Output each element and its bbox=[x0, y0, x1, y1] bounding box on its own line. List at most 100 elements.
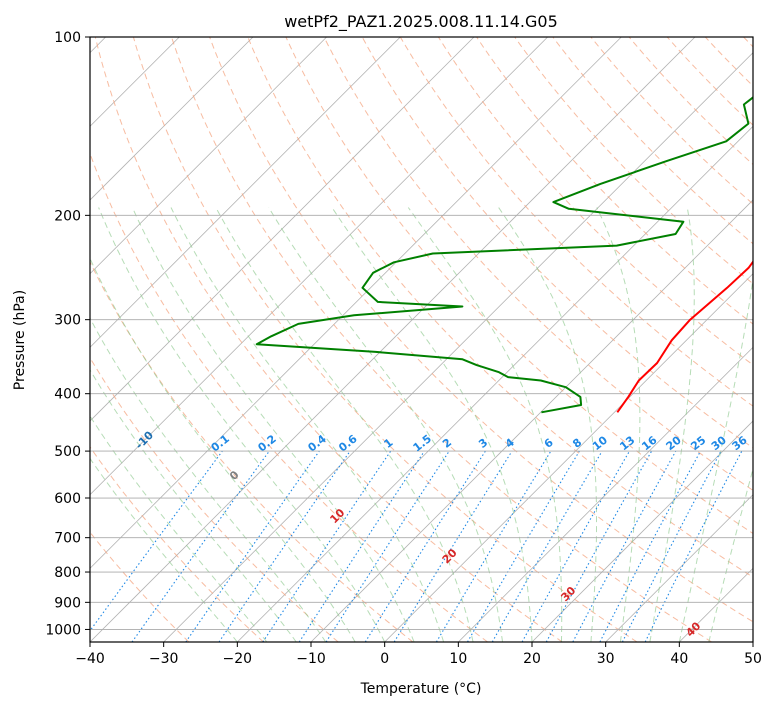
y-tick-label: 200 bbox=[54, 208, 81, 224]
dry-adiabat-line bbox=[90, 152, 488, 642]
moist-adiabat-line bbox=[90, 457, 238, 642]
moist-adiabat-line bbox=[90, 369, 297, 642]
y-axis: 100 200 300 400 500 600 700 800 900 1000 bbox=[45, 30, 90, 638]
dry-adiabat-label: 10 bbox=[327, 506, 347, 526]
moist-adiabat-line bbox=[649, 207, 695, 642]
moist-adiabat-line bbox=[596, 207, 641, 642]
dry-adiabat-line bbox=[666, 37, 753, 126]
y-tick-label: 500 bbox=[54, 444, 81, 460]
mixing-ratio-label: 16 bbox=[639, 433, 659, 453]
y-tick-label: 900 bbox=[54, 595, 81, 611]
dry-adiabat-line bbox=[94, 37, 563, 642]
y-axis-label: Pressure (hPa) bbox=[12, 290, 28, 390]
moist-adiabat-line bbox=[498, 207, 597, 642]
mixing-ratio-label: 8 bbox=[570, 436, 584, 451]
dry-adiabat-line bbox=[361, 37, 753, 449]
mixing-ratio-line bbox=[131, 450, 270, 642]
mixing-ratio-line bbox=[393, 450, 513, 642]
mixing-ratio-label: 10 bbox=[590, 433, 610, 453]
isotherm-line bbox=[679, 567, 753, 642]
dry-adiabat-line bbox=[399, 37, 753, 407]
y-tick-label: 400 bbox=[54, 387, 81, 403]
isotherm-line bbox=[90, 37, 622, 569]
mixing-ratio-line bbox=[218, 450, 351, 642]
mixing-ratio-label: 20 bbox=[664, 433, 684, 453]
mixing-ratio-line bbox=[545, 450, 653, 642]
dry-adiabat-line bbox=[132, 37, 638, 642]
x-tick-label: −30 bbox=[149, 651, 179, 667]
background-lines bbox=[90, 37, 753, 642]
mixing-ratio-line bbox=[298, 450, 425, 642]
isotherm-line bbox=[458, 346, 753, 642]
isotherm-line bbox=[237, 125, 753, 642]
isotherm-line bbox=[90, 37, 327, 275]
line-labels: 0.1 0.2 0.4 0.6 1 1.5 2 3 4 6 8 10 13 16 20 25 30 36-1001… bbox=[133, 428, 750, 639]
x-tick-label: 50 bbox=[744, 651, 762, 667]
dry-adiabat-line bbox=[743, 37, 753, 48]
moist-adiabat-line bbox=[98, 207, 386, 642]
temperature-profile bbox=[616, 260, 753, 413]
dewpoint-profile bbox=[255, 96, 753, 414]
x-tick-label: −20 bbox=[223, 651, 253, 667]
plot-frame bbox=[89, 36, 754, 643]
series-layer bbox=[255, 96, 753, 414]
moist-adiabat-line bbox=[131, 207, 415, 642]
dry-adiabat-line bbox=[704, 37, 753, 87]
dry-adiabat-line bbox=[628, 37, 753, 166]
dry-adiabat-line bbox=[90, 260, 414, 642]
mixing-ratio-label: 13 bbox=[617, 434, 637, 454]
mixing-ratio-label: 36 bbox=[730, 433, 750, 453]
dry-adiabat-line bbox=[247, 37, 753, 578]
mixing-ratio-line bbox=[599, 450, 701, 642]
isotherm-line bbox=[531, 420, 753, 642]
mixing-ratio-line bbox=[467, 450, 580, 642]
x-tick-label: 40 bbox=[670, 651, 688, 667]
mixing-ratio-line bbox=[90, 450, 223, 632]
isotherm-line bbox=[752, 641, 753, 642]
moist-adiabat-line bbox=[90, 257, 356, 642]
mixing-ratio-line bbox=[572, 450, 677, 642]
x-tick-label: 20 bbox=[523, 651, 541, 667]
mixing-ratio-line bbox=[262, 450, 392, 642]
dry-adiabat-line bbox=[437, 37, 753, 366]
dry-adiabat-line bbox=[514, 37, 753, 285]
isotherm-line bbox=[90, 37, 254, 201]
dry-adiabat-line bbox=[476, 37, 753, 325]
x-tick-label: 30 bbox=[597, 651, 615, 667]
moist-adiabat-line bbox=[215, 207, 474, 642]
isotherm-line bbox=[90, 37, 401, 348]
dry-adiabat-line bbox=[90, 531, 190, 642]
isotherm-line bbox=[310, 199, 753, 642]
dry-adiabat-label: 0 bbox=[227, 468, 242, 483]
x-tick-label: −10 bbox=[296, 651, 326, 667]
y-tick-label: 600 bbox=[54, 491, 81, 507]
mixing-ratio-label: 30 bbox=[709, 433, 729, 453]
x-axis-label: Temperature (°C) bbox=[360, 681, 482, 697]
isotherm-line bbox=[163, 52, 753, 642]
mixing-ratio-label: 3 bbox=[476, 436, 490, 451]
isotherm-line bbox=[605, 494, 753, 642]
dry-adiabat-label: 40 bbox=[683, 619, 703, 639]
mixing-ratio-line bbox=[435, 450, 552, 642]
mixing-ratio-label: 1 bbox=[382, 436, 396, 451]
y-tick-label: 700 bbox=[54, 531, 81, 547]
x-axis: −40 −30 −20 −10 0 10 20 30 40 50 bbox=[75, 642, 762, 667]
moist-adiabat-line bbox=[90, 317, 327, 642]
dry-adiabat-line bbox=[323, 37, 753, 491]
chart-title: wetPf2_PAZ1.2025.008.11.14.G05 bbox=[284, 12, 558, 32]
mixing-ratio-label: 25 bbox=[688, 433, 708, 453]
isotherm-line bbox=[90, 37, 548, 496]
isotherm-line bbox=[90, 37, 696, 642]
plot-area: 0.1 0.2 0.4 0.6 1 1.5 2 3 4 6 8 10 13 16 20 25 30 36-1001… bbox=[89, 36, 754, 643]
x-tick-label: 10 bbox=[449, 651, 467, 667]
dry-adiabat-line bbox=[90, 446, 264, 642]
moist-adiabat-line bbox=[90, 415, 268, 642]
y-tick-label: 300 bbox=[54, 313, 81, 329]
moist-adiabat-line bbox=[170, 207, 445, 642]
x-tick-label: 0 bbox=[380, 651, 389, 667]
moist-adiabat-line bbox=[407, 207, 563, 642]
dry-adiabat-line bbox=[90, 356, 339, 642]
moist-adiabat-line bbox=[331, 207, 533, 642]
mixing-ratio-line bbox=[364, 450, 486, 642]
